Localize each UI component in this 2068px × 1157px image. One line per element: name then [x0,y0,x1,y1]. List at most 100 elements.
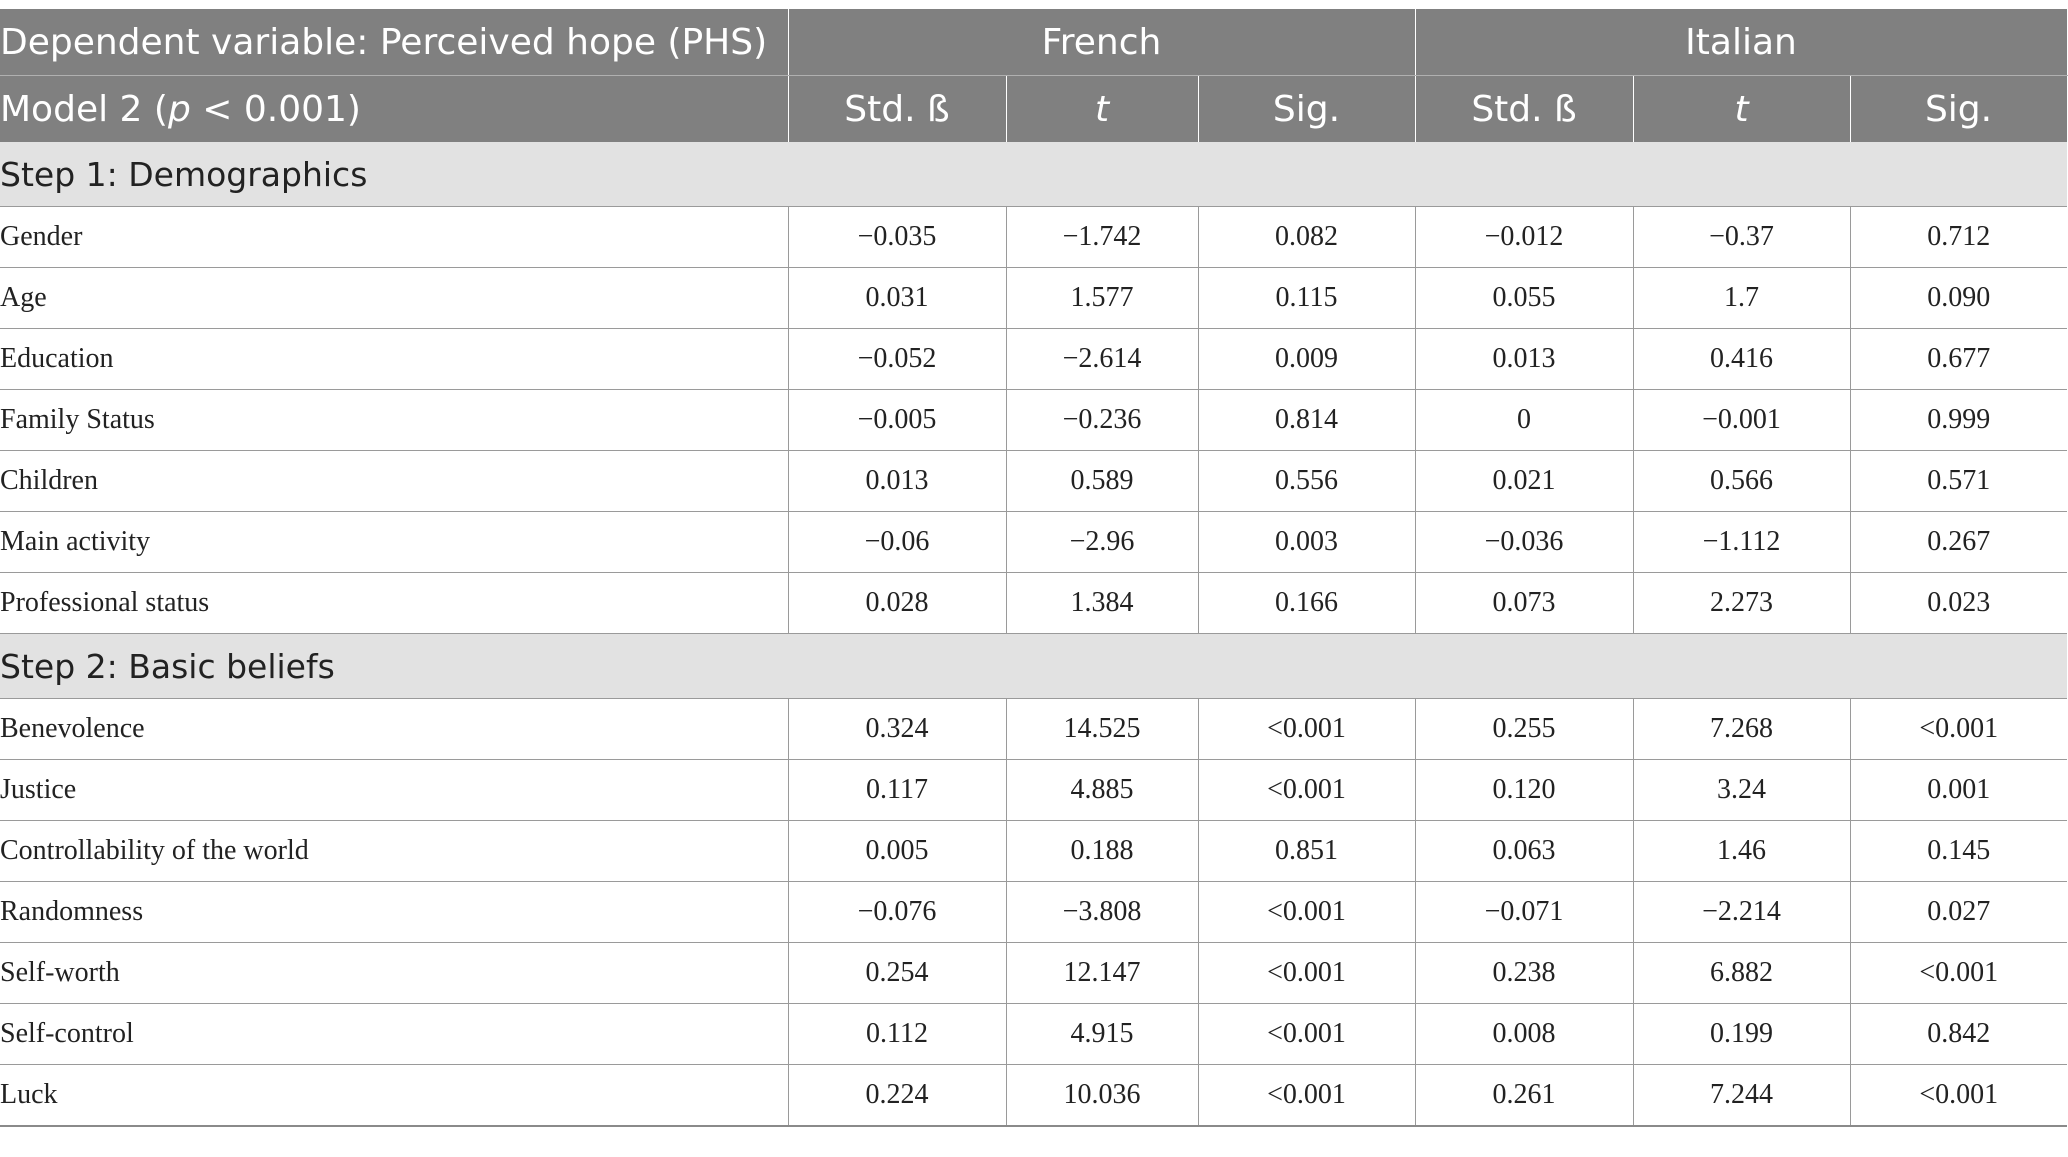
table-row: Professional status 0.028 1.384 0.166 0.073 2… [0,572,2068,634]
cell-italian-beta: 0.055 [1415,267,1634,329]
table-row: Benevolence 0.324 14.525 <0.001 0.255 7.268 <0… [0,698,2068,760]
cell-french-beta: −0.076 [788,881,1007,943]
cell-french-beta: 0.224 [788,1064,1007,1127]
row-label: Professional status [0,572,789,634]
table-row: Education −0.052 −2.614 0.009 0.013 0.416 0.67… [0,328,2068,390]
row-label: Benevolence [0,698,789,760]
cell-italian-t: 6.882 [1633,942,1851,1004]
table-row: Self-control 0.112 4.915 <0.001 0.008 0.199 0.… [0,1003,2068,1065]
row-label: Controllability of the world [0,820,789,882]
dependent-variable-label: Dependent variable: Perceived hope (PHS) [0,9,789,76]
table-row: Luck 0.224 10.036 <0.001 0.261 7.244 <0.001 [0,1064,2068,1127]
cell-italian-t: 3.24 [1633,759,1851,821]
cell-italian-beta: 0 [1415,389,1634,451]
cell-french-beta: 0.254 [788,942,1007,1004]
cell-french-t: 10.036 [1006,1064,1199,1127]
cell-italian-sig: 0.267 [1850,511,2068,573]
cell-french-beta: 0.112 [788,1003,1007,1065]
section-title: Step 2: Basic beliefs [0,633,2068,699]
cell-french-beta: 0.005 [788,820,1007,882]
section-header-row: Step 1: Demographics [0,142,2068,207]
cell-italian-beta: 0.255 [1415,698,1634,760]
cell-french-sig: <0.001 [1198,1003,1416,1065]
cell-french-t: 1.384 [1006,572,1199,634]
section-title: Step 1: Demographics [0,142,2068,207]
model-label-prefix: Model 2 ( [0,88,168,130]
row-label: Luck [0,1064,789,1127]
cell-french-beta: −0.06 [788,511,1007,573]
col-header-italian-t-text: t [1734,88,1749,130]
group-header-italian: Italian [1414,9,2068,76]
row-label: Justice [0,759,789,821]
cell-italian-sig: 0.090 [1850,267,2068,329]
table-row: Age 0.031 1.577 0.115 0.055 1.7 0.090 [0,267,2068,329]
header-row-groups: Dependent variable: Perceived hope (PHS)… [0,9,2068,76]
cell-italian-beta: 0.120 [1415,759,1634,821]
cell-italian-sig: <0.001 [1850,1064,2068,1127]
cell-italian-sig: 0.712 [1850,206,2068,268]
col-header-italian-beta: Std. ß [1414,75,1634,142]
group-header-french: French [787,9,1416,76]
cell-french-t: 0.188 [1006,820,1199,882]
cell-italian-beta: 0.063 [1415,820,1634,882]
table-body: Step 1: Demographics Gender −0.035 −1.742 0.… [0,142,2068,1127]
cell-italian-t: −1.112 [1633,511,1851,573]
cell-french-beta: 0.028 [788,572,1007,634]
regression-table: Dependent variable: Perceived hope (PHS)… [0,9,2068,1127]
table-row: Controllability of the world 0.005 0.188 0.… [0,820,2068,882]
cell-french-sig: 0.115 [1198,267,1416,329]
cell-french-sig: 0.166 [1198,572,1416,634]
col-header-italian-sig: Sig. [1849,75,2068,142]
table-row: Children 0.013 0.589 0.556 0.021 0.566 0.571 [0,450,2068,512]
row-label: Age [0,267,789,329]
table-row: Family Status −0.005 −0.236 0.814 0 −0.001 0.9… [0,389,2068,451]
cell-french-beta: −0.005 [788,389,1007,451]
cell-french-beta: 0.324 [788,698,1007,760]
col-header-italian-t: t [1632,75,1851,142]
row-label: Main activity [0,511,789,573]
header-row-columns: Model 2 (p < 0.001) Std. ß t Sig. Std. ß… [0,75,2068,142]
table-row: Gender −0.035 −1.742 0.082 −0.012 −0.37 0.712 [0,206,2068,268]
cell-italian-beta: 0.021 [1415,450,1634,512]
cell-french-beta: −0.035 [788,206,1007,268]
cell-french-t: −1.742 [1006,206,1199,268]
cell-french-sig: 0.003 [1198,511,1416,573]
cell-italian-beta: −0.012 [1415,206,1634,268]
cell-french-sig: 0.082 [1198,206,1416,268]
cell-italian-sig: <0.001 [1850,698,2068,760]
cell-french-sig: 0.851 [1198,820,1416,882]
cell-italian-beta: −0.071 [1415,881,1634,943]
cell-italian-t: −0.001 [1633,389,1851,451]
table-row: Main activity −0.06 −2.96 0.003 −0.036 −1.112… [0,511,2068,573]
cell-italian-beta: 0.008 [1415,1003,1634,1065]
row-label: Randomness [0,881,789,943]
cell-french-sig: <0.001 [1198,1064,1416,1127]
row-label: Self-control [0,1003,789,1065]
section-header-row: Step 2: Basic beliefs [0,633,2068,699]
row-label: Family Status [0,389,789,451]
cell-italian-sig: 0.027 [1850,881,2068,943]
cell-french-beta: 0.117 [788,759,1007,821]
cell-italian-sig: 0.842 [1850,1003,2068,1065]
cell-french-sig: 0.814 [1198,389,1416,451]
cell-italian-sig: 0.571 [1850,450,2068,512]
cell-italian-t: 2.273 [1633,572,1851,634]
cell-french-t: 14.525 [1006,698,1199,760]
cell-italian-t: 1.7 [1633,267,1851,329]
table-row: Justice 0.117 4.885 <0.001 0.120 3.24 0.001 [0,759,2068,821]
cell-italian-sig: 0.001 [1850,759,2068,821]
col-header-french-beta: Std. ß [787,75,1007,142]
cell-italian-sig: 0.023 [1850,572,2068,634]
cell-french-sig: <0.001 [1198,942,1416,1004]
cell-french-t: −2.96 [1006,511,1199,573]
cell-italian-sig: 0.145 [1850,820,2068,882]
cell-french-t: −2.614 [1006,328,1199,390]
cell-french-sig: 0.009 [1198,328,1416,390]
cell-italian-t: −2.214 [1633,881,1851,943]
cell-italian-beta: −0.036 [1415,511,1634,573]
cell-french-t: −0.236 [1006,389,1199,451]
row-label: Self-worth [0,942,789,1004]
table-row: Self-worth 0.254 12.147 <0.001 0.238 6.882 <0.… [0,942,2068,1004]
row-label: Children [0,450,789,512]
col-header-french-sig: Sig. [1197,75,1416,142]
